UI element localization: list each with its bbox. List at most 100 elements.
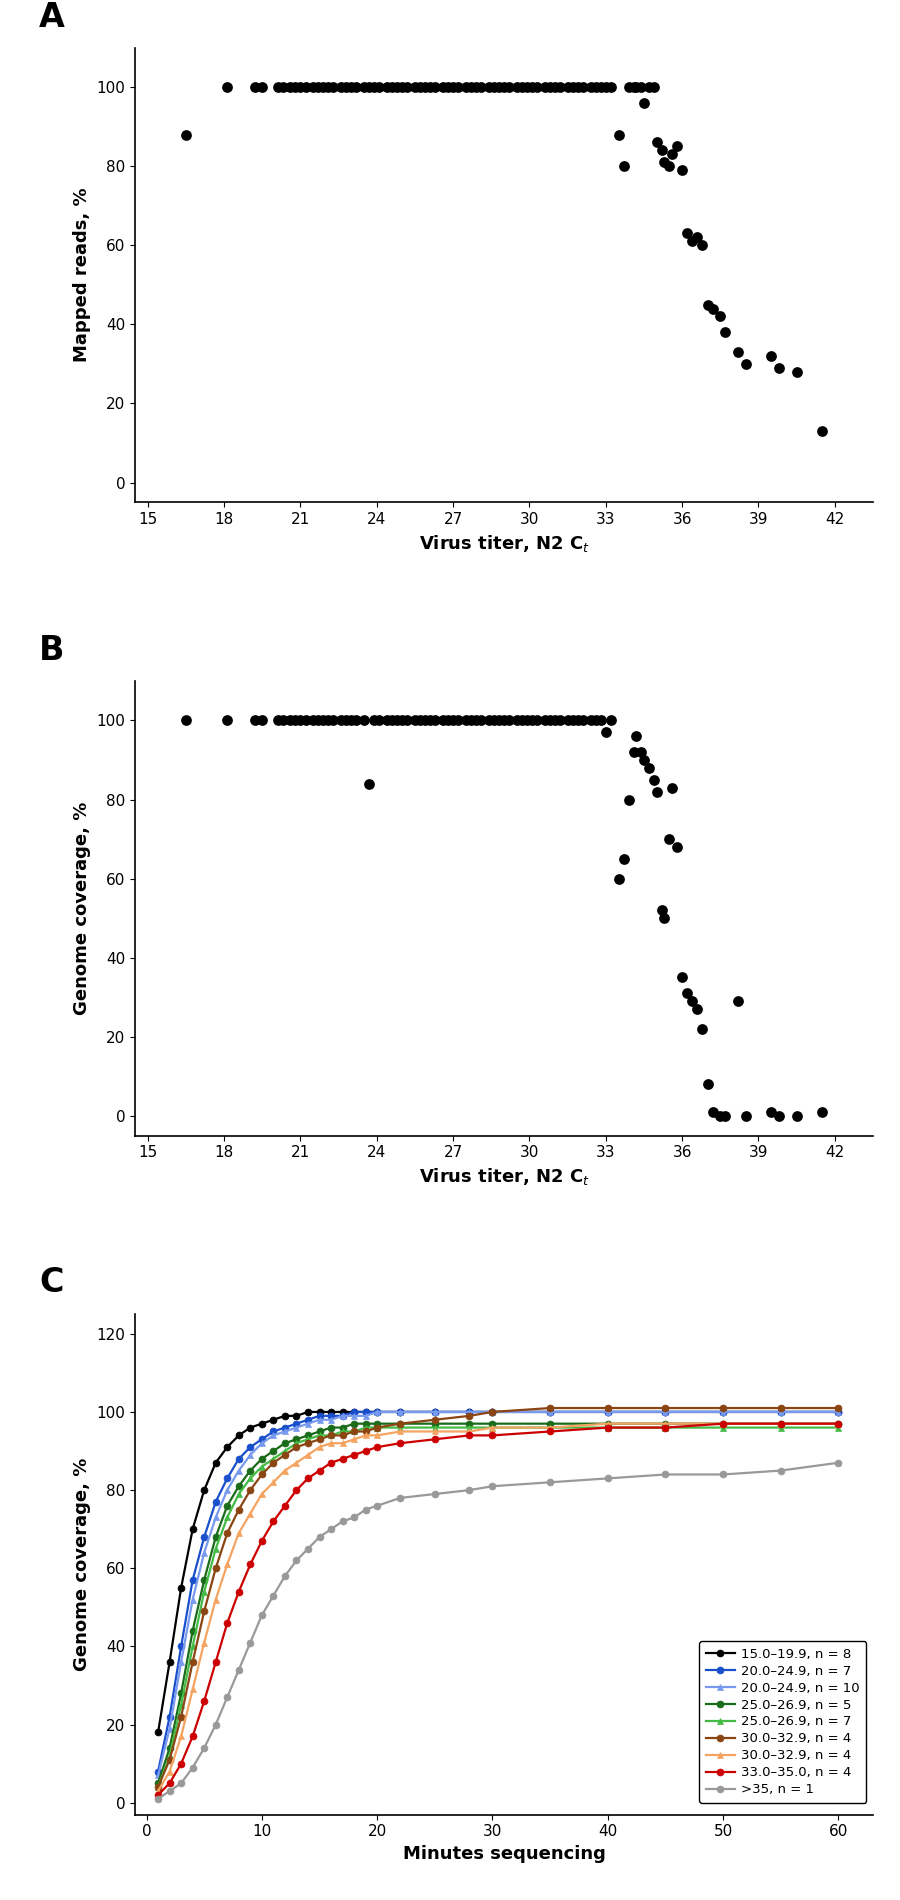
Point <box>220 705 234 735</box>
25.0–26.9, n = 5 <box>544 1412 555 1434</box>
>35, n = 1 <box>776 1459 787 1482</box>
30.0–32.9, n = 4 <box>660 1396 670 1419</box>
20.0–24.9, n = 10 <box>268 1423 279 1446</box>
Legend: 15.0–19.9, n = 8, 20.0–24.9, n = 7, 20.0–24.9, n = 10, 25.0–26.9, n = 5, 25.0–26: 15.0–19.9, n = 8, 20.0–24.9, n = 7, 20.0… <box>699 1642 867 1803</box>
20.0–24.9, n = 7 <box>268 1419 279 1442</box>
30.0–32.9, n = 4 <box>464 1404 475 1427</box>
>35, n = 1 <box>602 1467 613 1490</box>
20.0–24.9, n = 7 <box>211 1490 221 1512</box>
Point <box>451 72 465 103</box>
Point <box>700 1070 715 1100</box>
Point <box>413 72 428 103</box>
25.0–26.9, n = 5 <box>280 1433 291 1455</box>
Point <box>622 72 636 103</box>
25.0–26.9, n = 5 <box>291 1429 302 1452</box>
30.0–32.9, n = 4 <box>256 1463 267 1486</box>
Point <box>339 705 354 735</box>
Point <box>771 353 786 384</box>
Point <box>642 72 656 103</box>
Point <box>491 705 506 735</box>
30.0–32.9, n = 4 <box>199 1630 210 1653</box>
Point <box>680 978 695 1009</box>
Point <box>616 150 631 180</box>
30.0–32.9, n = 4 <box>326 1423 337 1446</box>
Point <box>502 705 517 735</box>
25.0–26.9, n = 7 <box>153 1776 164 1799</box>
25.0–26.9, n = 5 <box>176 1682 186 1704</box>
25.0–26.9, n = 5 <box>302 1423 313 1446</box>
>35, n = 1 <box>153 1788 164 1811</box>
Point <box>731 986 745 1016</box>
Point <box>362 72 376 103</box>
Point <box>395 705 410 735</box>
33.0–35.0, n = 4 <box>280 1493 291 1516</box>
20.0–24.9, n = 10 <box>291 1416 302 1438</box>
20.0–24.9, n = 10 <box>164 1718 175 1740</box>
30.0–32.9, n = 4 <box>164 1748 175 1771</box>
Point <box>334 705 348 735</box>
25.0–26.9, n = 7 <box>268 1448 279 1471</box>
Point <box>629 720 643 750</box>
30.0–32.9, n = 4 <box>291 1436 302 1459</box>
Point <box>418 705 432 735</box>
33.0–35.0, n = 4 <box>360 1440 371 1463</box>
Point <box>474 705 489 735</box>
25.0–26.9, n = 7 <box>429 1416 440 1438</box>
Point <box>731 336 745 367</box>
25.0–26.9, n = 5 <box>660 1412 670 1434</box>
15.0–19.9, n = 8 <box>660 1400 670 1423</box>
Point <box>316 705 330 735</box>
25.0–26.9, n = 7 <box>338 1419 348 1442</box>
Point <box>418 72 432 103</box>
25.0–26.9, n = 7 <box>326 1423 337 1446</box>
Point <box>428 72 443 103</box>
25.0–26.9, n = 5 <box>372 1412 382 1434</box>
Point <box>611 120 625 150</box>
20.0–24.9, n = 10 <box>256 1433 267 1455</box>
Point <box>553 72 567 103</box>
Text: B: B <box>39 635 65 667</box>
Point <box>380 705 394 735</box>
15.0–19.9, n = 8 <box>153 1721 164 1744</box>
Point <box>764 1096 778 1127</box>
30.0–32.9, n = 4 <box>199 1600 210 1623</box>
33.0–35.0, n = 4 <box>268 1510 279 1533</box>
Point <box>367 72 382 103</box>
>35, n = 1 <box>199 1737 210 1759</box>
30.0–32.9, n = 4 <box>245 1478 256 1501</box>
Point <box>293 705 308 735</box>
Point <box>565 705 580 735</box>
Point <box>459 72 473 103</box>
Line: 33.0–35.0, n = 4: 33.0–35.0, n = 4 <box>155 1419 842 1799</box>
Point <box>327 705 341 735</box>
20.0–24.9, n = 7 <box>291 1412 302 1434</box>
20.0–24.9, n = 7 <box>221 1467 232 1490</box>
Point <box>179 120 194 150</box>
Point <box>680 218 695 249</box>
>35, n = 1 <box>291 1548 302 1571</box>
Point <box>543 72 557 103</box>
Point <box>670 131 684 162</box>
Point <box>670 832 684 863</box>
Point <box>571 72 585 103</box>
Point <box>654 135 669 165</box>
Point <box>690 994 705 1024</box>
30.0–32.9, n = 4 <box>256 1482 267 1505</box>
Point <box>482 705 496 735</box>
>35, n = 1 <box>256 1604 267 1626</box>
X-axis label: Virus titer, N2 C$_t$: Virus titer, N2 C$_t$ <box>418 1167 590 1188</box>
25.0–26.9, n = 5 <box>360 1412 371 1434</box>
25.0–26.9, n = 7 <box>487 1416 498 1438</box>
Point <box>662 150 677 180</box>
20.0–24.9, n = 10 <box>338 1404 348 1427</box>
Point <box>713 1100 727 1130</box>
15.0–19.9, n = 8 <box>544 1400 555 1423</box>
30.0–32.9, n = 4 <box>314 1429 325 1452</box>
>35, n = 1 <box>164 1780 175 1803</box>
>35, n = 1 <box>211 1714 221 1737</box>
Point <box>637 745 652 775</box>
Point <box>662 825 677 855</box>
>35, n = 1 <box>360 1499 371 1522</box>
15.0–19.9, n = 8 <box>233 1423 244 1446</box>
20.0–24.9, n = 7 <box>199 1526 210 1548</box>
